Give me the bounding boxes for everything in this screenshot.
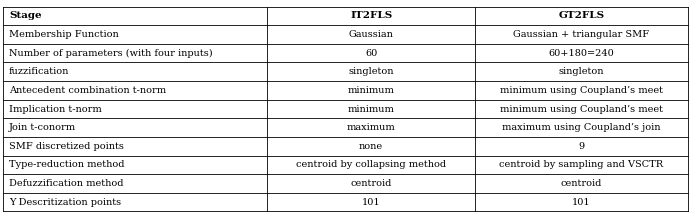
Bar [3, 118, 267, 137]
Bar [475, 118, 688, 137]
Bar [475, 156, 688, 174]
Text: Number of parameters (with four inputs): Number of parameters (with four inputs) [9, 49, 213, 58]
Bar [267, 193, 475, 211]
Bar [475, 174, 688, 193]
Text: GT2FLS: GT2FLS [558, 11, 605, 20]
Text: Gaussian + triangular SMF: Gaussian + triangular SMF [513, 30, 650, 39]
Bar [267, 81, 475, 100]
Bar [3, 81, 267, 100]
Text: Type-reduction method: Type-reduction method [9, 160, 124, 169]
Text: Antecedent combination t-norm: Antecedent combination t-norm [9, 86, 166, 95]
Bar [3, 156, 267, 174]
Text: 60+180=240: 60+180=240 [549, 49, 614, 58]
Bar [3, 25, 267, 44]
Bar [475, 62, 688, 81]
Bar [267, 25, 475, 44]
Text: fuzzification: fuzzification [9, 67, 69, 76]
Bar [267, 62, 475, 81]
Bar [267, 137, 475, 156]
Bar [267, 156, 475, 174]
Text: none: none [359, 142, 384, 151]
Text: singleton: singleton [559, 67, 604, 76]
Bar [3, 137, 267, 156]
Text: Join t-conorm: Join t-conorm [9, 123, 76, 132]
Text: maximum: maximum [347, 123, 395, 132]
Bar [475, 137, 688, 156]
Text: maximum using Coupland’s join: maximum using Coupland’s join [502, 123, 661, 132]
Text: centroid by sampling and VSCTR: centroid by sampling and VSCTR [500, 160, 663, 169]
Bar [267, 44, 475, 62]
Text: centroid: centroid [561, 179, 602, 188]
Bar [475, 193, 688, 211]
Text: minimum: minimum [348, 104, 395, 114]
Bar [267, 118, 475, 137]
Text: singleton: singleton [348, 67, 394, 76]
Bar [267, 100, 475, 118]
Bar [3, 44, 267, 62]
Text: 101: 101 [362, 198, 381, 207]
Text: 9: 9 [578, 142, 585, 151]
Text: Defuzzification method: Defuzzification method [9, 179, 124, 188]
Bar [267, 174, 475, 193]
Bar [3, 193, 267, 211]
Bar [475, 100, 688, 118]
Text: Gaussian: Gaussian [349, 30, 394, 39]
Text: Membership Function: Membership Function [9, 30, 119, 39]
Text: Stage: Stage [9, 11, 41, 20]
Text: minimum using Coupland’s meet: minimum using Coupland’s meet [500, 86, 663, 95]
Text: 60: 60 [365, 49, 377, 58]
Text: SMF discretized points: SMF discretized points [9, 142, 124, 151]
Bar [3, 174, 267, 193]
Bar [267, 7, 475, 25]
Text: 101: 101 [572, 198, 591, 207]
Text: Implication t-norm: Implication t-norm [9, 104, 102, 114]
Text: centroid by collapsing method: centroid by collapsing method [296, 160, 446, 169]
Bar [475, 25, 688, 44]
Bar [475, 81, 688, 100]
Bar [3, 62, 267, 81]
Text: minimum: minimum [348, 86, 395, 95]
Bar [3, 100, 267, 118]
Bar [475, 44, 688, 62]
Text: IT2FLS: IT2FLS [350, 11, 392, 20]
Bar [3, 7, 267, 25]
Text: Y Descritization points: Y Descritization points [9, 198, 121, 207]
Text: centroid: centroid [350, 179, 392, 188]
Text: minimum using Coupland’s meet: minimum using Coupland’s meet [500, 104, 663, 114]
Bar [475, 7, 688, 25]
